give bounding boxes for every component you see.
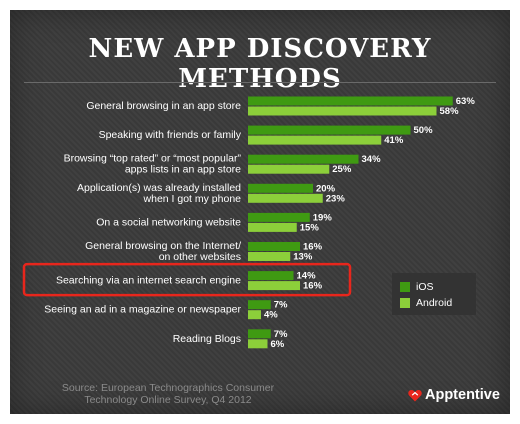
source-line-2: Technology Online Survey, Q4 2012 (84, 394, 252, 406)
bar-ios (248, 125, 411, 135)
data-label-android: 15% (300, 222, 320, 233)
legend: iOS Android (392, 273, 476, 315)
data-label-android: 23% (326, 193, 346, 204)
logo-text: Apptentive (425, 387, 500, 403)
source-note: Source: European Technographics Consumer… (38, 382, 298, 406)
bar-ios (248, 271, 294, 281)
category-label-line: On a social networking website (96, 216, 241, 228)
category-label-line: General browsing in an app store (86, 100, 241, 112)
data-label-android: 6% (271, 339, 285, 350)
bar-android (248, 106, 437, 116)
category-label: General browsing on the Internet/on othe… (85, 240, 241, 263)
logo-heart-icon (408, 389, 422, 401)
data-label-ios: 7% (274, 329, 288, 340)
bar-ios (248, 154, 359, 164)
category-label: Seeing an ad in a magazine or newspaper (44, 304, 241, 316)
bar-ios (248, 212, 310, 222)
legend-item-android: Android (400, 297, 452, 309)
data-label-ios: 16% (303, 242, 323, 253)
legend-item-ios: iOS (400, 281, 434, 293)
data-label-android: 13% (293, 252, 313, 263)
bar-android (248, 164, 330, 174)
data-label-ios: 50% (414, 125, 434, 136)
data-label-ios: 20% (316, 183, 336, 194)
bar-ios (248, 96, 453, 106)
bar-android (248, 135, 382, 145)
legend-swatch-ios (400, 282, 410, 292)
data-label-ios: 19% (313, 212, 333, 223)
bar-ios (248, 300, 271, 310)
bar-android (248, 281, 300, 291)
chart-title: NEW APP DISCOVERY METHODS (88, 34, 432, 94)
category-label-line: Application(s) was already installed (77, 182, 241, 194)
category-label-line: when I got my phone (143, 193, 242, 205)
legend-label-ios: iOS (416, 281, 434, 293)
data-label-android: 41% (384, 135, 404, 146)
bar-android (248, 193, 323, 203)
bar-android (248, 222, 297, 232)
source-line-1: Source: European Technographics Consumer (61, 382, 275, 394)
legend-label-android: Android (416, 297, 453, 309)
data-label-ios: 34% (362, 154, 382, 165)
bar-android (248, 310, 261, 320)
data-label-ios: 14% (297, 271, 317, 282)
data-label-android: 58% (440, 106, 460, 117)
bar-ios (248, 329, 271, 339)
category-label-line: Speaking with friends or family (99, 129, 242, 141)
apptentive-logo: Apptentive (408, 387, 500, 403)
category-label-line: Reading Blogs (173, 333, 241, 345)
category-label-line: Searching via an internet search engine (56, 275, 241, 287)
title-divider (24, 82, 496, 83)
data-label-ios: 7% (274, 300, 288, 311)
bar-ios (248, 242, 300, 251)
category-label-line: apps lists in an app store (125, 164, 241, 176)
category-label: Reading Blogs (173, 333, 241, 345)
category-label: Browsing “top rated” or “most popular” ap… (64, 153, 242, 176)
data-label-android: 16% (303, 281, 323, 292)
category-label-line: on other websites (159, 251, 241, 263)
category-label-line: Browsing “top rated” or “most popular” (64, 153, 242, 165)
data-label-android: 4% (264, 310, 278, 321)
data-label-android: 25% (332, 164, 352, 175)
chart-panel: NEW APP DISCOVERY METHODS General browsi… (10, 10, 510, 414)
data-label-ios: 63% (456, 96, 476, 107)
category-label: Application(s) was already installed when… (77, 182, 241, 205)
bar-ios (248, 183, 313, 193)
category-label: On a social networking website (96, 216, 241, 228)
highlight-box (22, 262, 352, 297)
bar-android (248, 252, 291, 261)
category-label: General browsing in an app store (86, 100, 241, 112)
category-label-line: General browsing on the Internet/ (85, 240, 241, 252)
legend-swatch-android (400, 298, 410, 308)
category-label: Searching via an internet search engine (56, 275, 241, 287)
category-label-line: Seeing an ad in a magazine or newspaper (44, 304, 241, 316)
category-label: Speaking with friends or family (99, 129, 242, 141)
bar-android (248, 339, 268, 349)
bar-chart: General browsing in an app store 63%58% Sp… (22, 96, 476, 350)
